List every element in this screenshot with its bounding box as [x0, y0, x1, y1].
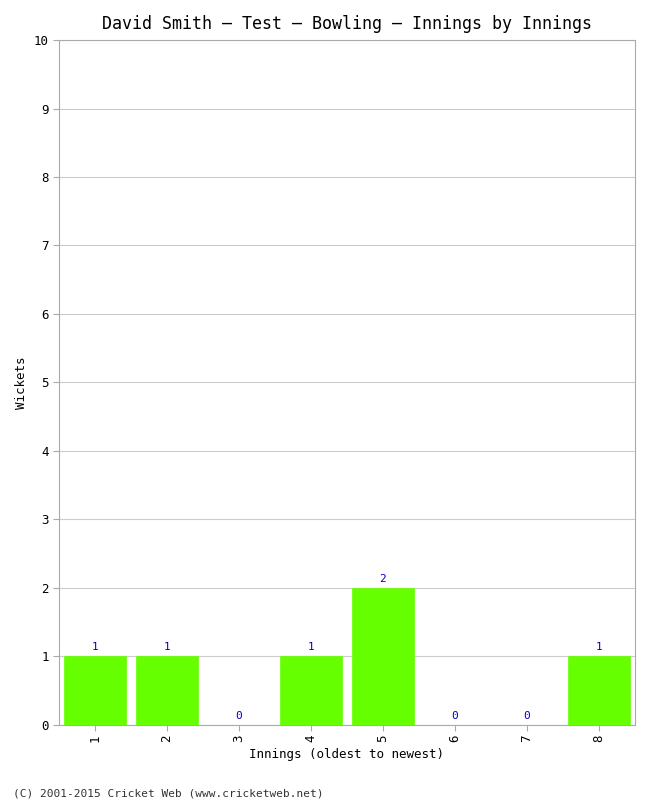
Bar — [280, 656, 342, 725]
Text: 0: 0 — [524, 711, 530, 721]
Bar — [136, 656, 198, 725]
Bar — [64, 656, 125, 725]
Text: (C) 2001-2015 Cricket Web (www.cricketweb.net): (C) 2001-2015 Cricket Web (www.cricketwe… — [13, 788, 324, 798]
Text: 2: 2 — [380, 574, 386, 583]
Text: 1: 1 — [92, 642, 98, 652]
X-axis label: Innings (oldest to newest): Innings (oldest to newest) — [250, 748, 445, 761]
Text: 1: 1 — [164, 642, 170, 652]
Text: 0: 0 — [452, 711, 458, 721]
Text: 0: 0 — [235, 711, 242, 721]
Title: David Smith – Test – Bowling – Innings by Innings: David Smith – Test – Bowling – Innings b… — [102, 15, 592, 33]
Text: 1: 1 — [307, 642, 315, 652]
Bar — [352, 588, 413, 725]
Y-axis label: Wickets: Wickets — [15, 356, 28, 409]
Bar — [568, 656, 630, 725]
Text: 1: 1 — [595, 642, 603, 652]
